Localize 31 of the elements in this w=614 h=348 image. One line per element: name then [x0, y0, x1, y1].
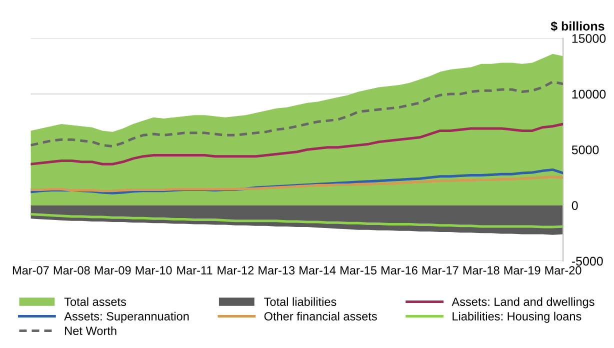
y-tick-label: 10000: [572, 90, 606, 99]
x-tick-label: Mar-09: [94, 266, 131, 275]
legend-label: Total liabilities: [264, 297, 336, 306]
x-tick-label: Mar-13: [258, 266, 295, 275]
legend-label: Liabilities: Housing loans: [452, 312, 582, 323]
x-tick-label: Mar-17: [422, 266, 458, 275]
y-tick-label: -5000: [572, 256, 603, 266]
y-tick-label: 15000: [572, 34, 606, 43]
x-tick-label: Mar-16: [382, 266, 418, 275]
legend-label: Net Worth: [65, 326, 116, 336]
legend-label: Total assets: [64, 297, 126, 306]
legend-label: Other financial assets: [264, 312, 377, 320]
legend-label: Assets: Superannuation: [64, 312, 189, 323]
x-tick-label: Mar-07: [12, 266, 49, 275]
y-axis-title: $ billions: [550, 21, 604, 32]
y-tick-label: 0: [572, 201, 578, 210]
x-tick-label: Mar-14: [300, 266, 336, 275]
legend-label: Assets: Land and dwellings: [452, 297, 594, 308]
x-tick-label: Mar-12: [218, 266, 254, 275]
line-series: [30, 176, 564, 192]
line-series: [30, 80, 564, 148]
x-tick-label: Mar-18: [463, 266, 500, 275]
x-tick-label: Mar-15: [340, 266, 376, 275]
x-tick-label: Mar-08: [54, 266, 90, 275]
x-tick-label: Mar-20: [545, 266, 582, 275]
x-tick-label: Mar-19: [504, 266, 540, 275]
line-series: [30, 122, 564, 166]
x-tick-label: Mar-10: [136, 266, 172, 275]
y-tick-label: 5000: [572, 145, 599, 154]
line-series: [30, 212, 564, 228]
x-tick-label: Mar-11: [177, 266, 212, 275]
